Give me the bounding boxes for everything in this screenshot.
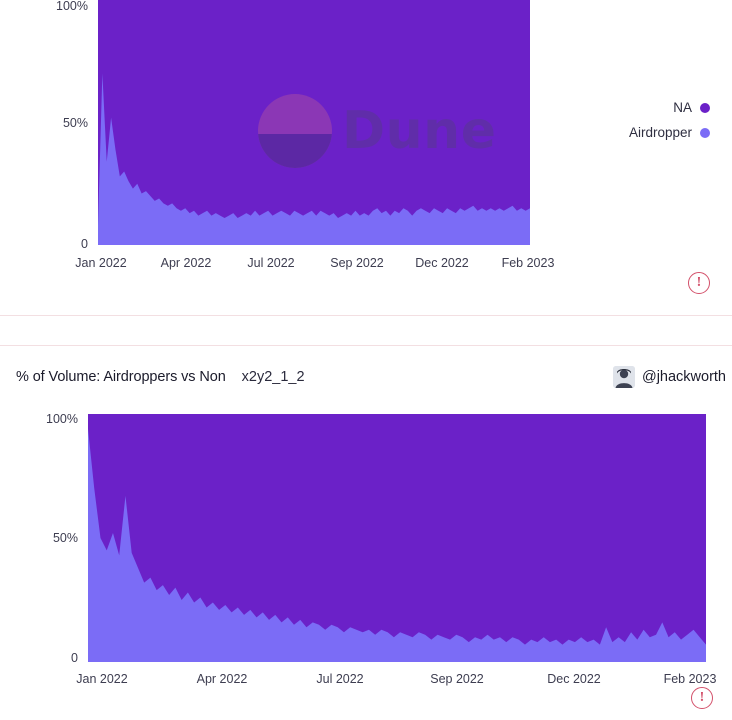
y-tick-label-100-b: 100% <box>46 412 78 426</box>
legend-item-na[interactable]: NA <box>673 100 710 115</box>
y-tick-label-0: 0 <box>81 237 88 251</box>
x-tick-label-jul2022-b: Jul 2022 <box>316 672 364 686</box>
x-tick-label-apr2022: Apr 2022 <box>160 256 212 270</box>
x-tick-label-jan2022: Jan 2022 <box>75 256 127 270</box>
legend-dot-airdropper <box>700 127 710 138</box>
x-tick-label-dec2022-b: Dec 2022 <box>547 672 601 686</box>
chart-panel-bottom: % of Volume: Airdroppers vs Non x2y2_1_2… <box>0 345 732 720</box>
x-tick-label-sep2022: Sep 2022 <box>330 256 384 270</box>
warning-icon-bottom[interactable]: ! <box>691 687 713 709</box>
panel-subtitle: x2y2_1_2 <box>241 369 305 385</box>
author-name: @jhackworth <box>641 369 726 385</box>
y-tick-label-50-b: 50% <box>52 531 78 545</box>
y-tick-label-100: 100% <box>56 0 88 13</box>
x-tick-label-jul2022: Jul 2022 <box>247 256 295 270</box>
chart-panel-top: 100% 50% 0 Dune Jan 2022 Apr 2022 Jul 20… <box>0 0 732 316</box>
x-tick-label-sep2022-b: Sep 2022 <box>430 672 484 686</box>
chart-bottom: 100% 50% 0 Dune Jan 2022 Apr 2022 Jul 20… <box>0 346 732 720</box>
legend-item-airdropper[interactable]: Airdropper <box>629 125 710 140</box>
legend-dot-na <box>700 102 710 113</box>
chart-legend-top: NA Airdropper <box>629 100 710 140</box>
panel-header-bottom: % of Volume: Airdroppers vs Non x2y2_1_2… <box>0 364 732 390</box>
x-tick-label-dec2022: Dec 2022 <box>415 256 469 270</box>
chart-top: 100% 50% 0 Dune Jan 2022 Apr 2022 Jul 20… <box>0 0 732 316</box>
y-tick-label-0-b: 0 <box>71 651 78 665</box>
legend-label-na: NA <box>673 100 692 115</box>
user-avatar-icon <box>612 366 635 388</box>
author-block[interactable]: @jhackworth <box>612 366 726 388</box>
x-tick-label-apr2022-b: Apr 2022 <box>196 672 248 686</box>
plot-area-bottom <box>88 414 706 662</box>
page-title: % of Volume: Airdroppers vs Non <box>16 369 226 385</box>
legend-label-airdropper: Airdropper <box>628 125 692 140</box>
plot-area-top <box>98 0 530 245</box>
y-tick-label-50: 50% <box>62 116 88 130</box>
x-tick-label-feb2023: Feb 2023 <box>501 256 555 270</box>
x-tick-label-feb2023-b: Feb 2023 <box>663 672 717 686</box>
x-tick-label-jan2022-b: Jan 2022 <box>76 672 128 686</box>
warning-icon-top[interactable]: ! <box>688 272 710 294</box>
